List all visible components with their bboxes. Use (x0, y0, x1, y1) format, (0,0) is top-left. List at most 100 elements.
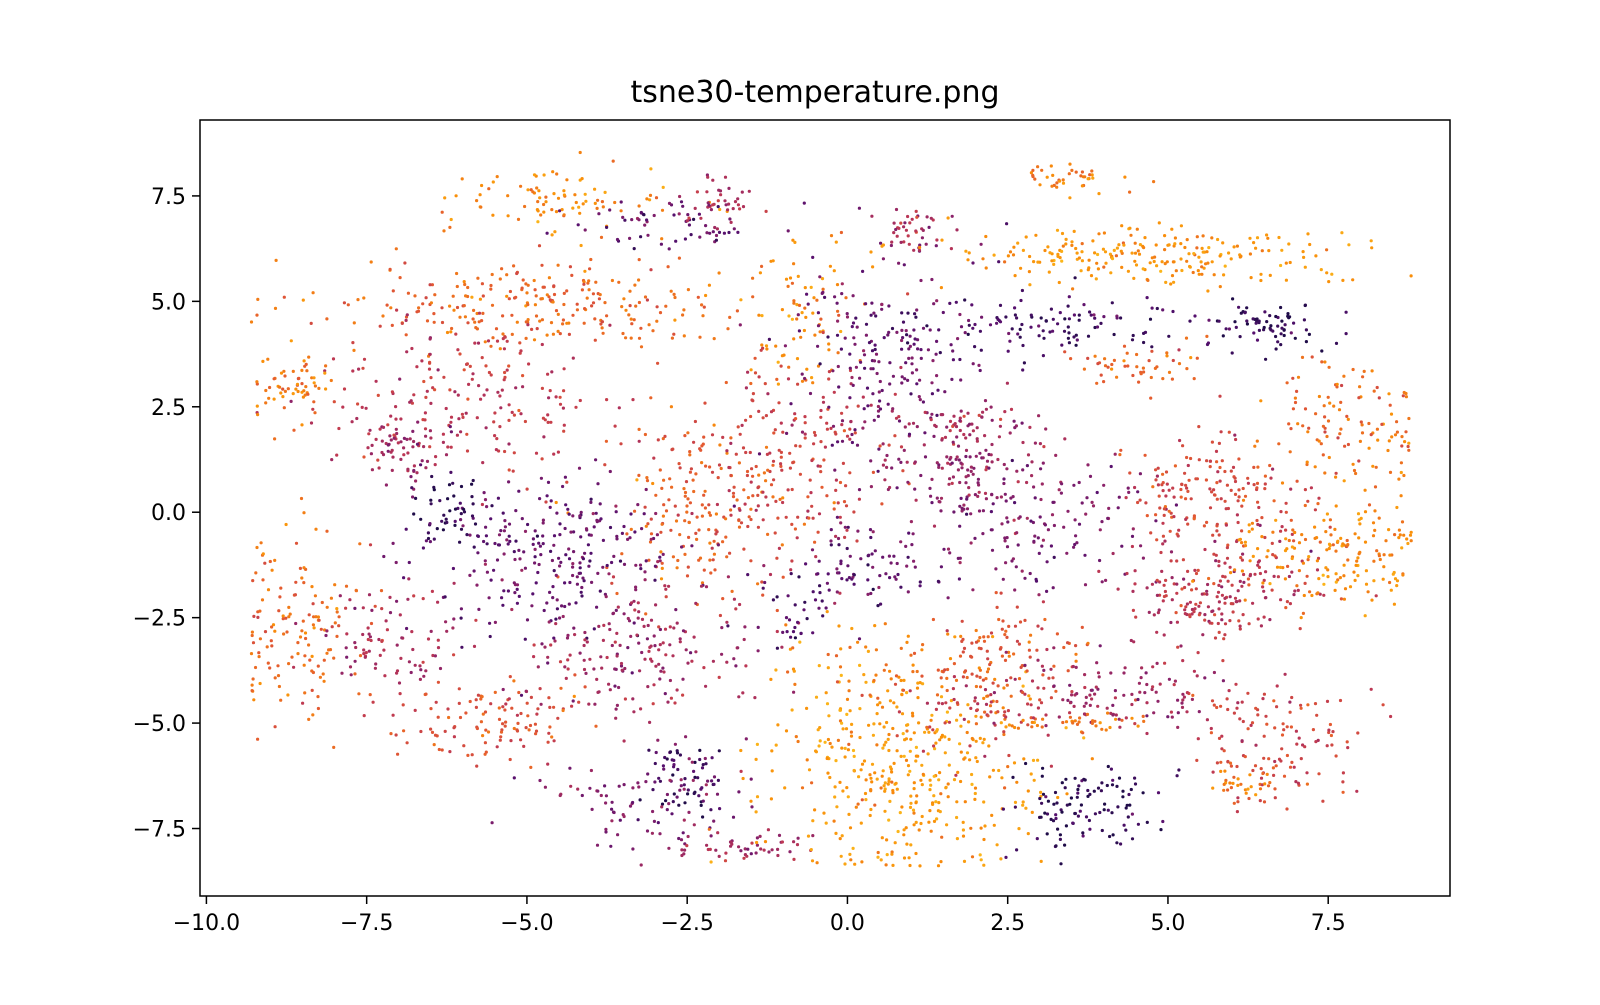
scatter-point (1192, 517, 1196, 521)
scatter-point (1036, 536, 1040, 540)
scatter-point (1329, 533, 1333, 537)
scatter-point (1229, 257, 1233, 261)
scatter-point (793, 625, 797, 630)
scatter-point (777, 401, 781, 405)
scatter-point (687, 535, 691, 540)
scatter-point (335, 634, 339, 639)
scatter-point (1138, 243, 1142, 247)
scatter-point (1007, 624, 1011, 629)
scatter-point (711, 203, 715, 207)
scatter-point (814, 695, 819, 699)
scatter-point (1223, 561, 1227, 565)
scatter-point (661, 552, 665, 557)
scatter-point (650, 831, 655, 835)
scatter-point (952, 510, 956, 514)
scatter-point (1327, 455, 1331, 460)
scatter-point (582, 643, 586, 648)
scatter-point (367, 632, 371, 636)
scatter-point (634, 588, 638, 592)
scatter-point (1353, 532, 1357, 536)
scatter-point (967, 318, 971, 323)
scatter-point (1247, 583, 1251, 587)
scatter-point (528, 723, 533, 728)
scatter-point (1080, 625, 1084, 630)
scatter-point (796, 382, 800, 386)
scatter-point (493, 434, 497, 438)
scatter-point (935, 238, 939, 242)
scatter-point (1235, 764, 1239, 769)
scatter-point (1036, 658, 1040, 662)
scatter-point (913, 312, 917, 316)
scatter-point (899, 221, 903, 225)
scatter-point (780, 840, 785, 844)
scatter-point (1151, 685, 1155, 689)
scatter-point (1167, 334, 1171, 338)
scatter-point (1219, 704, 1223, 708)
scatter-point (1122, 693, 1126, 697)
scatter-point (301, 298, 305, 302)
scatter-point (888, 765, 893, 769)
scatter-point (794, 735, 798, 739)
scatter-point (751, 276, 755, 280)
scatter-point (1334, 341, 1339, 345)
scatter-point (1112, 332, 1116, 337)
scatter-point (503, 370, 507, 375)
scatter-point (1222, 782, 1226, 787)
scatter-point (1023, 663, 1027, 667)
scatter-point (504, 720, 508, 724)
scatter-point (914, 745, 919, 750)
scatter-point (1262, 692, 1266, 696)
scatter-point (1234, 325, 1238, 329)
scatter-point (1218, 285, 1222, 289)
scatter-point (1172, 683, 1176, 687)
scatter-point (357, 692, 361, 696)
scatter-point (499, 730, 504, 734)
scatter-point (687, 520, 691, 525)
scatter-point (1056, 322, 1060, 326)
scatter-point (470, 377, 474, 381)
scatter-point (1327, 546, 1331, 551)
scatter-point (267, 396, 271, 400)
scatter-point (1050, 513, 1055, 517)
scatter-point (932, 302, 936, 306)
scatter-point (1049, 667, 1053, 671)
scatter-point (689, 233, 693, 237)
scatter-point (706, 175, 710, 179)
scatter-point (935, 413, 939, 417)
scatter-point (352, 321, 356, 325)
scatter-point (1176, 711, 1180, 715)
scatter-point (746, 370, 750, 374)
scatter-point (1036, 686, 1040, 690)
scatter-point (648, 198, 652, 202)
scatter-point (323, 369, 327, 373)
scatter-point (1204, 478, 1208, 482)
scatter-point (414, 496, 418, 500)
scatter-point (643, 432, 648, 437)
scatter-point (429, 301, 433, 305)
scatter-point (1234, 600, 1238, 604)
scatter-point (638, 798, 642, 802)
scatter-point (308, 658, 312, 662)
scatter-point (838, 837, 842, 841)
scatter-point (1086, 463, 1090, 467)
scatter-point (798, 472, 803, 476)
scatter-point (441, 528, 445, 532)
scatter-point (725, 451, 729, 455)
scatter-point (1284, 501, 1288, 505)
scatter-point (507, 297, 511, 301)
scatter-point (853, 428, 857, 432)
scatter-point (999, 721, 1003, 725)
scatter-point (744, 664, 748, 668)
scatter-point (786, 377, 791, 381)
scatter-point (917, 395, 921, 399)
scatter-point (1291, 528, 1295, 532)
scatter-point (943, 751, 947, 755)
scatter-point (812, 442, 816, 446)
scatter-point (878, 379, 882, 384)
scatter-point (879, 241, 883, 245)
scatter-point (697, 558, 701, 562)
scatter-point (631, 800, 635, 805)
scatter-point (895, 330, 899, 334)
scatter-point (958, 480, 962, 485)
scatter-point (420, 459, 424, 463)
